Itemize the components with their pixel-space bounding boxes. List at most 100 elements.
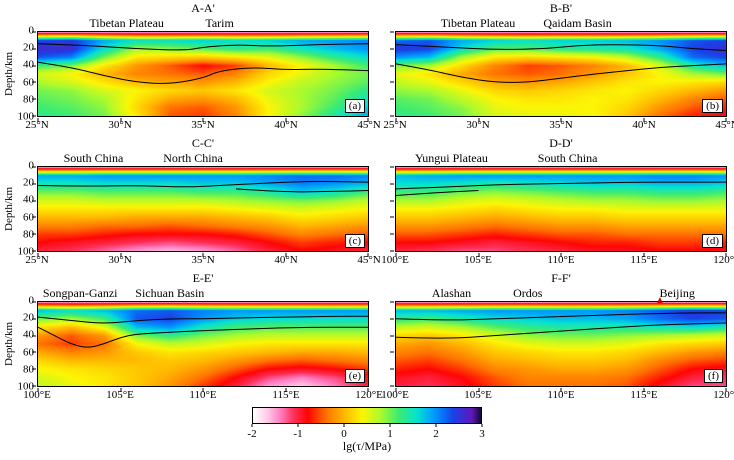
y-tick-mark	[390, 81, 394, 83]
colorbar-ticks: -2 -1 0 1 2 3	[247, 424, 485, 440]
colorbar-tick-label: 3	[479, 428, 485, 440]
y-tick-mark	[32, 81, 36, 83]
panel-row-3: E-E' Songpan-Ganzi Sichuan Basin Depth/km…	[3, 272, 734, 403]
heatmap-plot: (f) ▲	[390, 296, 727, 392]
y-tick-label: 20	[23, 41, 34, 54]
x-tick-label: 35°N	[191, 254, 215, 266]
region-label: South China	[537, 151, 598, 165]
y-tick-label: 60	[23, 76, 34, 89]
colorbar-tick-label: 2	[433, 428, 439, 440]
x-tick-label: 40°N	[274, 254, 298, 266]
heatmap-canvas	[396, 302, 726, 386]
y-tick-label: 80	[23, 363, 34, 376]
y-tick-mark	[390, 31, 394, 33]
x-tick-label: 115°E	[630, 389, 658, 401]
y-tick-label: 40	[23, 193, 34, 206]
y-tick-mark	[390, 351, 394, 353]
panel-letter: (f)	[704, 369, 723, 383]
y-tick-mark	[390, 368, 394, 370]
panel-e: E-E' Songpan-Ganzi Sichuan Basin Depth/km…	[3, 272, 383, 403]
x-tick-mark	[643, 118, 644, 122]
x-tick-labels: 25°N 30°N 35°N 40°N 45°N	[25, 252, 380, 268]
section-title: C-C'	[191, 136, 215, 150]
y-tick-mark	[32, 48, 36, 50]
y-tick-mark	[32, 166, 36, 168]
section-title: B-B'	[549, 1, 573, 15]
x-tick-labels: 25°N 30°N 35°N 40°N 45°N	[25, 117, 380, 133]
panel-c-body: Depth/km 0 20 40 60 80 100 (c)	[3, 160, 369, 257]
colorbar-tick-mark	[389, 424, 391, 427]
region-label: Beijing	[659, 286, 695, 300]
y-tick-label: 100	[17, 245, 35, 258]
panel-a: A-A' Tibetan Plateau Tarim Depth/km 0 20 40…	[3, 2, 381, 133]
y-tick-labels: 0 20 40 60 80 100	[15, 295, 37, 392]
y-tick-mark	[32, 250, 36, 252]
x-tick-label: 120°E	[713, 254, 734, 266]
x-tick-mark	[367, 118, 369, 122]
y-tick-label: 60	[23, 211, 34, 224]
y-tick-label: 20	[23, 311, 34, 324]
panel-f-body: (f) ▲	[369, 296, 727, 392]
x-tick-mark	[478, 388, 479, 392]
region-labels: Songpan-Ganzi Sichuan Basin	[37, 285, 369, 301]
colorbar-label: lg(τ/MPa)	[342, 439, 392, 453]
colorbar-tick-label: -2	[247, 428, 257, 440]
section-title: A-A'	[191, 1, 215, 15]
y-tick-mark	[32, 318, 36, 320]
x-tick-label: 25°N	[383, 119, 407, 131]
x-tick-mark	[202, 388, 204, 392]
panel-c: C-C' South China North China Depth/km 0 20…	[3, 137, 381, 268]
y-tick-label: 60	[23, 346, 34, 359]
x-tick-mark	[560, 253, 562, 257]
panel-e-body: Depth/km 0 20 40 60 80 100 (e)	[3, 295, 369, 392]
x-tick-mark	[202, 118, 204, 122]
x-tick-mark	[560, 388, 562, 392]
x-tick-mark	[37, 118, 39, 122]
panel-c-header: C-C' South China North China	[37, 137, 369, 166]
x-tick-label: 30°N	[108, 119, 132, 131]
gutter-spacer	[369, 31, 395, 117]
y-tick-mark	[32, 216, 36, 218]
panel-a-header: A-A' Tibetan Plateau Tarim	[37, 2, 369, 31]
region-label: Tibetan Plateau	[89, 16, 164, 30]
y-tick-mark	[390, 98, 394, 100]
heatmap-canvas	[38, 302, 368, 386]
region-labels: Tibetan Plateau Qaidam Basin	[395, 15, 727, 31]
y-tick-mark	[390, 385, 394, 387]
y-tick-label: 100	[17, 110, 35, 123]
y-tick-mark	[390, 335, 394, 337]
colorbar-canvas	[253, 408, 481, 423]
colorbar-tick-mark	[251, 424, 253, 427]
x-tick-label: 25°N	[25, 254, 49, 266]
x-tick-mark	[725, 118, 727, 122]
panel-a-body: Depth/km 0 20 40 60 80 100 (a)	[3, 25, 369, 122]
x-tick-label: 35°N	[549, 119, 573, 131]
x-tick-mark	[643, 253, 644, 257]
heatmap-canvas	[396, 32, 726, 116]
x-tick-mark	[395, 253, 397, 257]
y-tick-label: 0	[28, 159, 35, 172]
panel-d-header: D-D' Yungui Plateau South China	[395, 137, 727, 166]
y-tick-label: 20	[23, 176, 34, 189]
panel-d-body: (d)	[369, 166, 727, 257]
x-tick-label: 35°N	[191, 119, 215, 131]
y-tick-label: 0	[28, 24, 35, 37]
x-tick-label: 120°E	[713, 389, 734, 401]
panel-letter: (d)	[702, 234, 723, 248]
x-tick-mark	[37, 253, 39, 257]
x-tick-label: 115°E	[272, 389, 300, 401]
y-tick-mark	[32, 98, 36, 100]
region-label: Sichuan Basin	[135, 286, 205, 300]
x-tick-mark	[560, 118, 562, 122]
y-tick-mark	[390, 65, 394, 67]
colorbar-tick-mark	[435, 424, 437, 427]
colorbar-tick-label: 1	[387, 428, 393, 440]
x-tick-label: 100°E	[381, 254, 409, 266]
region-label: Ordos	[513, 286, 543, 300]
x-tick-mark	[37, 388, 39, 392]
heatmap-plot: (e)	[32, 301, 369, 392]
x-tick-mark	[478, 253, 479, 257]
gutter-spacer	[369, 301, 395, 387]
x-tick-mark	[725, 388, 727, 392]
section-title: F-F'	[551, 271, 571, 285]
